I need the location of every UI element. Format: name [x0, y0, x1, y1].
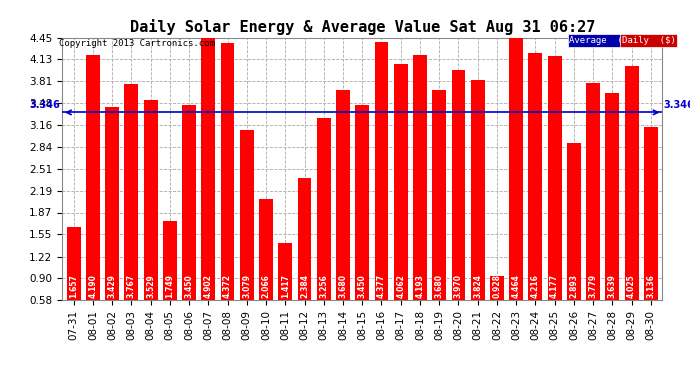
Text: 2.384: 2.384 — [300, 274, 309, 298]
Text: Average  ($): Average ($) — [569, 36, 634, 45]
Text: 2.893: 2.893 — [569, 274, 578, 298]
Text: 3.824: 3.824 — [473, 274, 482, 298]
Bar — [124, 84, 138, 300]
Bar — [278, 243, 293, 300]
Text: 0.928: 0.928 — [493, 274, 502, 298]
Text: 3.256: 3.256 — [319, 274, 328, 298]
Text: 4.372: 4.372 — [223, 274, 232, 298]
Text: 3.779: 3.779 — [589, 274, 598, 298]
Text: 4.377: 4.377 — [377, 274, 386, 298]
Bar — [586, 83, 600, 300]
Bar — [182, 105, 196, 300]
Bar — [432, 90, 446, 300]
Text: 4.216: 4.216 — [531, 274, 540, 298]
Bar — [509, 36, 523, 300]
Text: 3.346: 3.346 — [663, 100, 690, 109]
Bar — [548, 56, 562, 300]
Bar — [163, 221, 177, 300]
Text: 3.450: 3.450 — [357, 274, 367, 298]
Text: 3.529: 3.529 — [146, 274, 155, 298]
Bar — [240, 130, 254, 300]
Bar — [317, 118, 331, 300]
Text: 4.190: 4.190 — [88, 274, 97, 298]
Bar — [471, 80, 484, 300]
Text: 4.062: 4.062 — [396, 274, 405, 298]
Bar — [67, 227, 81, 300]
Bar — [624, 66, 638, 300]
Text: 3.346: 3.346 — [30, 100, 61, 109]
Bar — [413, 55, 427, 300]
Text: 3.639: 3.639 — [608, 274, 617, 298]
Text: 4.193: 4.193 — [415, 274, 424, 298]
Bar — [355, 105, 369, 300]
Text: 3.429: 3.429 — [108, 274, 117, 298]
Text: 3.767: 3.767 — [127, 274, 136, 298]
Text: Copyright 2013 Cartronics.com: Copyright 2013 Cartronics.com — [59, 39, 215, 48]
Bar — [336, 90, 350, 300]
Title: Daily Solar Energy & Average Value Sat Aug 31 06:27: Daily Solar Energy & Average Value Sat A… — [130, 19, 595, 35]
Bar — [86, 55, 100, 300]
Bar — [529, 53, 542, 300]
Text: 1.417: 1.417 — [281, 274, 290, 298]
Text: 1.657: 1.657 — [69, 274, 78, 298]
Text: 1.749: 1.749 — [166, 274, 175, 298]
Text: 3.680: 3.680 — [435, 274, 444, 298]
Bar — [394, 64, 408, 300]
Text: 3.136: 3.136 — [647, 274, 656, 298]
Text: 3.450: 3.450 — [185, 274, 194, 298]
Text: 2.066: 2.066 — [262, 274, 270, 298]
Text: 3.079: 3.079 — [242, 274, 251, 298]
Bar — [105, 107, 119, 300]
Text: 4.902: 4.902 — [204, 274, 213, 298]
Bar — [221, 43, 235, 300]
Text: 4.177: 4.177 — [550, 274, 559, 298]
Bar — [375, 42, 388, 300]
Text: 4.025: 4.025 — [627, 274, 636, 298]
Text: 4.464: 4.464 — [512, 274, 521, 298]
Bar — [490, 276, 504, 300]
Bar — [605, 93, 620, 300]
Bar — [144, 100, 157, 300]
Bar — [259, 199, 273, 300]
Bar — [297, 178, 311, 300]
Bar — [567, 143, 581, 300]
Text: 3.970: 3.970 — [454, 274, 463, 298]
Bar — [644, 127, 658, 300]
Text: 3.680: 3.680 — [339, 274, 348, 298]
Text: Daily  ($): Daily ($) — [622, 36, 676, 45]
Bar — [451, 70, 465, 300]
Bar — [201, 7, 215, 300]
